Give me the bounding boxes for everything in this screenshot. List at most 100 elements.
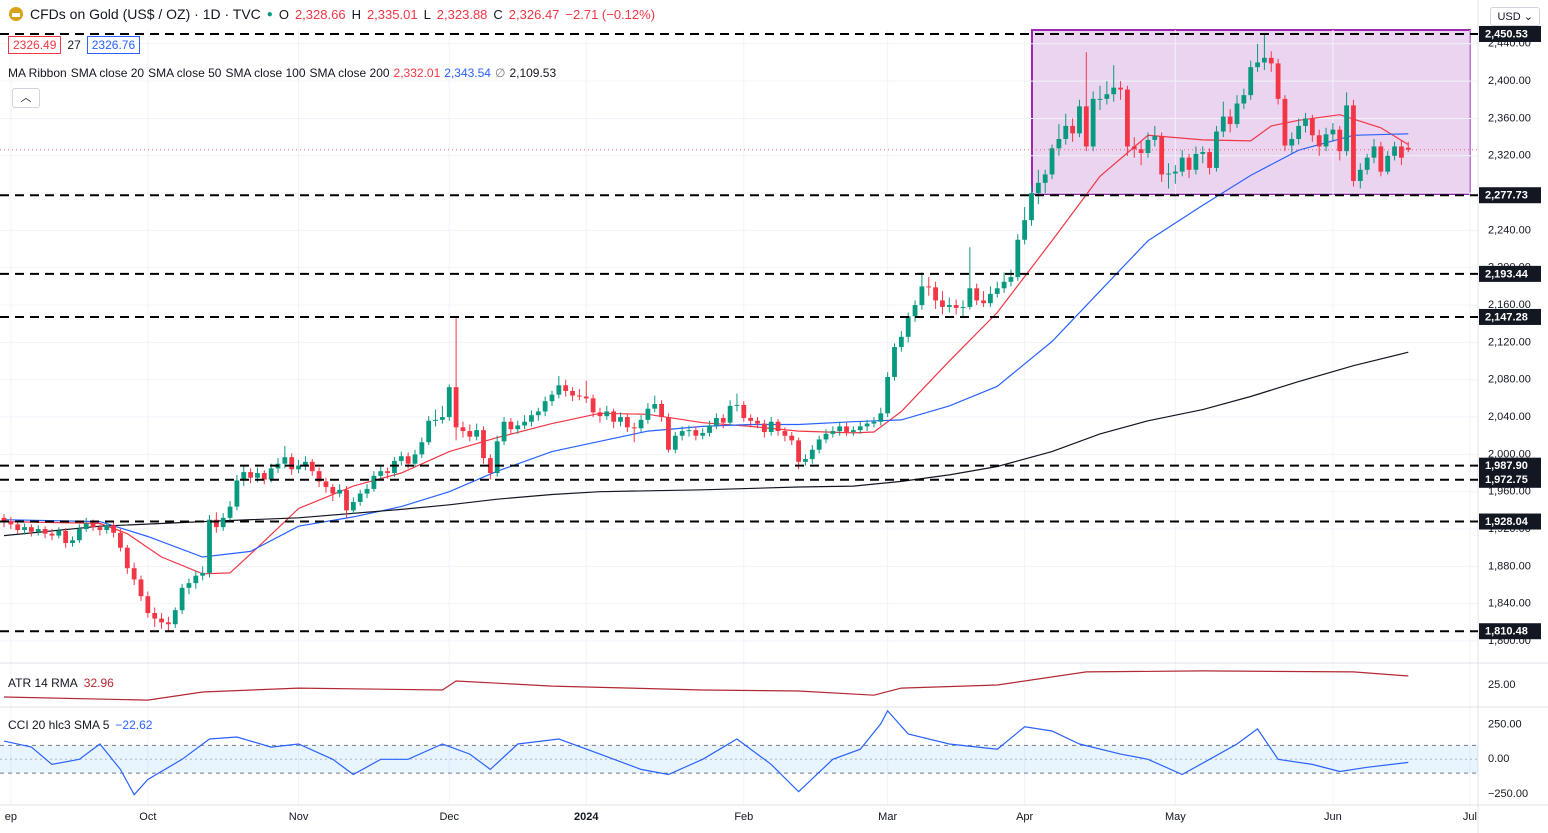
candle-body [172,610,178,625]
candle-body [871,421,877,424]
candle-body [159,618,164,623]
candle-body [892,347,897,377]
candle-body [707,425,712,433]
cci-last: −22.62 [115,718,153,732]
candle-body [611,411,617,422]
candle-body [1125,89,1130,147]
candle-body [1385,155,1391,172]
cci-line [3,709,1409,796]
candle-body [796,440,801,462]
candle-body [1056,138,1062,149]
bid[interactable]: 2326.49 [8,36,62,54]
level-label-bg [1479,187,1541,204]
candle-body [755,420,760,424]
candle-body [124,547,130,569]
symbol[interactable]: CFDs on Gold (US$ / OZ) · 1D · TVC [30,6,261,22]
candle-body [303,461,308,466]
candle-body [1330,129,1336,135]
level-label-bg [1479,513,1541,530]
x-tick-label: Jun [1324,811,1342,823]
candle-body [837,426,843,432]
candle-body [1070,125,1075,134]
cci-tick-label: 0.00 [1488,753,1509,765]
candle-body [583,396,589,399]
ohlc-value: 2,323.88 [436,6,488,22]
ma-name: SMA close 20 [70,66,145,80]
candle-body [994,288,1000,294]
candle-body [624,417,630,428]
candle-body [1399,146,1404,158]
ask[interactable]: 2326.76 [86,36,141,54]
x-tick-label: Feb [734,811,753,823]
status-dot: ● [266,8,273,20]
cci-label: CCI 20 hlc3 SMA 5 [8,718,110,732]
level-label: 1,810.48 [1485,626,1528,638]
level-label: 2,193.44 [1485,268,1529,280]
x-tick-label: Nov [289,811,309,823]
level-label: 1,987.90 [1485,460,1528,472]
candle-body [1063,125,1069,139]
candle-body [70,540,75,544]
candle-body [460,427,466,432]
candle-body [1392,146,1397,156]
candle-body [166,622,171,625]
atr-line [3,670,1409,701]
y-tick-label: 2,000.00 [1488,448,1531,460]
candle-body [967,288,973,307]
candle-body [97,527,103,530]
candle-body [782,431,788,436]
currency: USD [1497,11,1521,23]
candle-body [1015,239,1021,278]
candle-body [316,471,322,482]
candle-body [487,458,493,474]
candle-body [248,472,253,478]
level-label-bg [1479,471,1541,488]
candle-body [679,431,685,436]
x-tick-label: 2024 [574,811,599,823]
change: −2.71 (−0.12%) [565,6,656,22]
atr-last: 32.96 [83,676,114,690]
candle-body [789,435,795,441]
candle-body [1077,106,1082,134]
candle-body [289,457,295,470]
candle-body [186,583,192,588]
candle-body [433,419,438,421]
candle-body [919,286,925,306]
candle-body [981,300,986,304]
candle-body [63,530,69,544]
x-tick-label: ep [5,811,17,823]
ma-last: ∅ [494,66,506,80]
candle-body [1193,153,1199,170]
candle-body [1364,157,1370,170]
level-label: 1,928.04 [1485,516,1529,528]
ma-name: SMA close 200 [309,66,390,80]
level-label-bg [1479,457,1541,474]
candle-body [474,430,480,437]
candle-body [1008,277,1014,282]
ma-label: MA Ribbon [8,66,67,80]
candle-body [494,441,500,474]
candle-body [282,457,288,464]
currency-button[interactable]: USD ⌄ [1490,7,1540,26]
candle-body [851,430,856,432]
candle-body [898,336,904,348]
candle-body [1296,125,1302,139]
ma-legend: MA Ribbon SMA close 20 SMA close 50 SMA cl… [8,66,556,80]
candle-body [714,417,719,426]
y-tick-label: 2,320.00 [1488,150,1531,162]
candle-body [1138,149,1144,153]
ma-name: SMA close 100 [225,66,306,80]
level-label: 2,450.53 [1485,28,1528,40]
candle-body [597,412,603,417]
collapse-button[interactable]: ︿ [12,88,40,108]
candle-body [412,454,418,464]
candle-body [940,300,945,307]
candle-body [1241,95,1247,104]
candle-body [761,423,767,432]
candle-body [720,417,726,423]
candle-body [193,575,199,584]
candle-body [1186,157,1192,170]
candle-body [1227,116,1233,125]
candle-body [1220,116,1226,132]
